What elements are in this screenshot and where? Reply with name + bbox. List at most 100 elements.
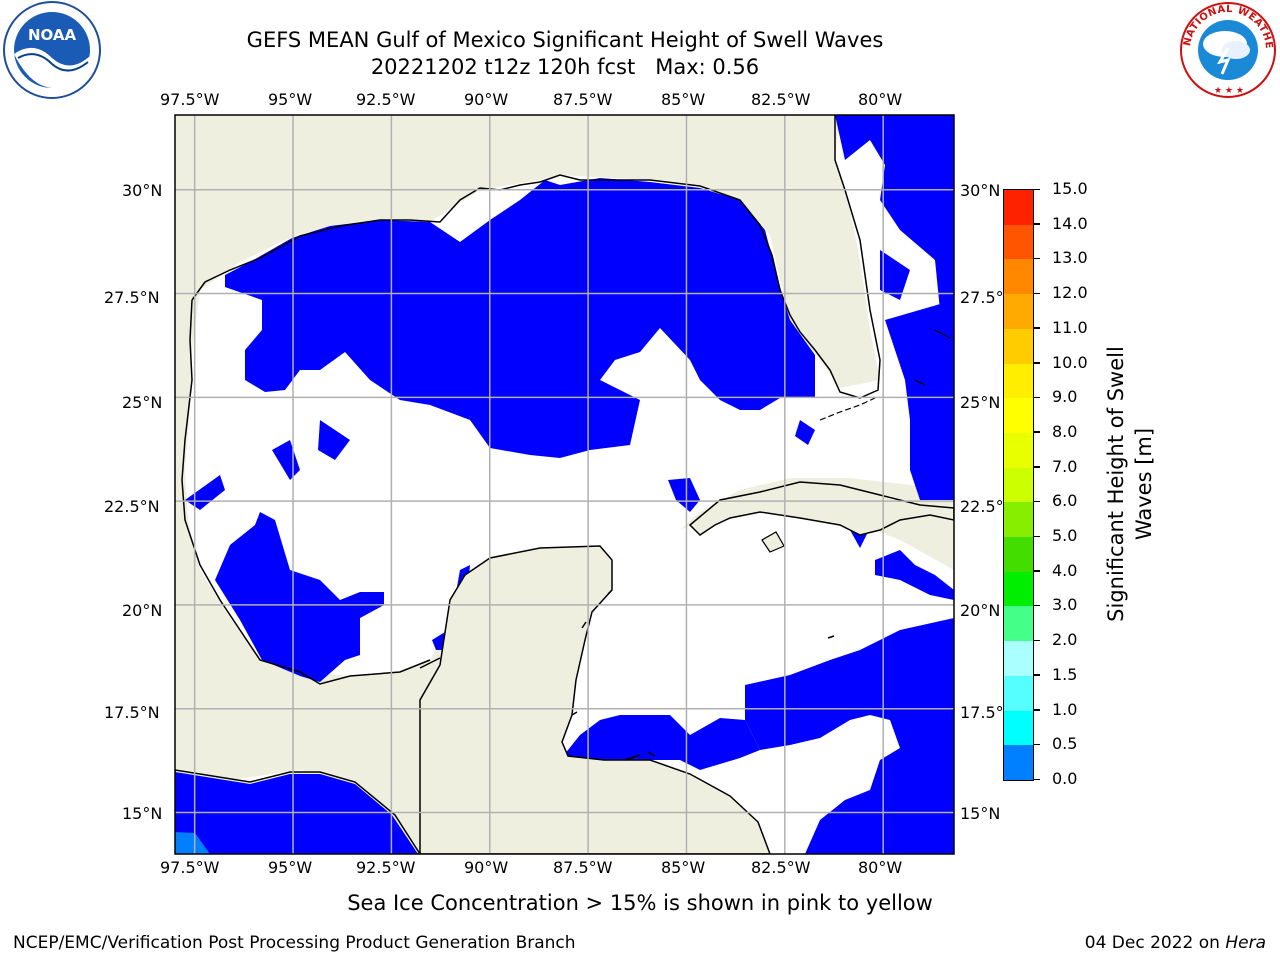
colorbar-tick-label: 3.0 <box>1052 595 1078 615</box>
colorbar-tick-mark <box>1033 639 1040 642</box>
colorbar-tick-mark <box>1033 431 1040 433</box>
gulf-of-mexico-water <box>185 175 954 676</box>
caribbean-sea-water <box>560 505 954 854</box>
lat-tick-right: 20°N <box>960 601 1001 620</box>
cuba-landmass <box>688 481 954 536</box>
svg-text:★ ★ ★: ★ ★ ★ <box>1214 86 1244 96</box>
colorbar-tick-mark <box>1033 362 1040 364</box>
lon-tick-bottom: 85°W <box>661 858 706 877</box>
land-area <box>175 115 954 854</box>
lat-tick-left: 27.5°N <box>104 288 160 307</box>
footer-branch: NCEP/EMC/Verification Post Processing Pr… <box>13 933 576 953</box>
colorbar-tick-mark <box>1033 743 1040 746</box>
lon-tick-top: 92.5°W <box>356 90 416 109</box>
colorbar-tick-label: 5.0 <box>1052 526 1078 546</box>
colorbar-tick-label: 0.5 <box>1052 734 1078 754</box>
colorbar-label-line2: Waves [m] <box>1132 427 1156 541</box>
colorbar-tick-mark <box>1033 188 1040 190</box>
colorbar-segment <box>1004 398 1033 433</box>
colorbar-segment <box>1004 571 1033 607</box>
colorbar-tick-label: 1.5 <box>1052 664 1078 684</box>
coastline-outline <box>175 115 880 854</box>
lon-tick-bottom: 80°W <box>858 858 903 877</box>
pacific-ocean-water <box>175 770 420 854</box>
lat-tick-left: 20°N <box>122 601 163 620</box>
colorbar-tick-label: 11.0 <box>1052 317 1088 337</box>
lon-tick-bottom: 90°W <box>464 858 509 877</box>
colorbar-tick-label: 10.0 <box>1052 352 1088 372</box>
lat-tick-left: 25°N <box>122 393 163 412</box>
colorbar-ticks: 15.0 14.0 13.0 12.0 11.0 10.0 9.0 8.0 7.0 6.0 5.0 4… <box>1033 179 1113 788</box>
colorbar-tick-label: 9.0 <box>1052 387 1078 407</box>
colorbar-tick-label: 14.0 <box>1052 213 1088 233</box>
lat-tick-right: 15°N <box>960 804 1001 823</box>
colorbar-label: Significant Height of Swell Waves [m] <box>1102 284 1158 684</box>
lon-tick-top: 82.5°W <box>751 90 811 109</box>
island-landmass <box>761 531 785 553</box>
colorbar-segment <box>1004 363 1033 399</box>
colorbar-segment <box>1004 675 1033 711</box>
colorbar-tick-label: 15.0 <box>1052 179 1088 198</box>
colorbar-tick-mark <box>1033 257 1040 260</box>
swell-height-0.5-to-1.0-region <box>175 832 210 854</box>
colorbar-tick-mark <box>1033 570 1040 572</box>
colorbar-tick-label: 12.0 <box>1052 283 1088 303</box>
colorbar-tick-mark <box>1033 604 1040 607</box>
colorbar-tick-mark <box>1033 292 1040 295</box>
lon-tick-top: 97.5°W <box>160 90 220 109</box>
colorbar-segment <box>1004 502 1033 538</box>
sea-ice-note: Sea Ice Concentration > 15% is shown in … <box>347 891 933 915</box>
footer-date-text: 04 Dec 2022 on <box>1084 933 1220 953</box>
colorbar-tick-label: 4.0 <box>1052 560 1078 580</box>
lat-tick-right: 22.5°N <box>960 497 1016 516</box>
colorbar-tick-mark <box>1033 709 1040 711</box>
colorbar-segment <box>1004 537 1033 572</box>
pacific-swell-region <box>175 772 418 854</box>
colorbar-segment <box>1004 190 1033 225</box>
lon-tick-top: 85°W <box>661 90 706 109</box>
colorbar-segment <box>1004 432 1033 468</box>
colorbar-segment <box>1004 606 1033 642</box>
lon-tick-top: 87.5°W <box>553 90 613 109</box>
lat-tick-left: 22.5°N <box>104 497 160 516</box>
colorbar-tick-mark <box>1033 327 1040 329</box>
colorbar-segment <box>1004 259 1033 295</box>
colorbar-segment <box>1004 224 1033 260</box>
lon-tick-bottom: 82.5°W <box>751 858 811 877</box>
colorbar-tick-mark <box>1033 674 1040 676</box>
lon-tick-top: 80°W <box>858 90 903 109</box>
yucatan-and-central-america <box>175 545 771 854</box>
swell-height-0-to-0.5-regions <box>175 115 954 854</box>
noaa-logo: NOAA <box>0 0 105 100</box>
colorbar-tick-mark <box>1033 466 1040 468</box>
colorbar-segment <box>1004 328 1033 364</box>
colorbar-tick-mark <box>1033 778 1040 780</box>
map-gridlines <box>175 115 954 854</box>
colorbar-tick-label: 13.0 <box>1052 248 1088 268</box>
colorbar-tick-label: 7.0 <box>1052 456 1078 476</box>
map-frame <box>174 114 955 855</box>
lon-tick-bottom: 97.5°W <box>160 858 220 877</box>
lat-tick-right: 17.5°N <box>960 703 1016 722</box>
lat-tick-left: 15°N <box>122 804 163 823</box>
colorbar-tick-mark <box>1033 396 1040 399</box>
lat-tick-right: 27.5°N <box>960 288 1016 307</box>
colorbar-tick-label: 8.0 <box>1052 421 1078 441</box>
lat-tick-right: 25°N <box>960 393 1001 412</box>
lon-tick-bottom: 92.5°W <box>356 858 416 877</box>
national-weather-service-logo: NATIONAL WEATHER SERVICE ★ ★ ★ <box>1174 0 1280 100</box>
map-subtitle: 20221202 t12z 120h fcst Max: 0.56 <box>370 55 760 79</box>
lon-tick-bottom: 87.5°W <box>553 858 613 877</box>
colorbar-segment <box>1004 467 1033 503</box>
colorbar-segment <box>1004 641 1033 676</box>
colorbar-tick-label: 1.0 <box>1052 699 1078 719</box>
colorbar-tick-mark <box>1033 223 1040 225</box>
lon-tick-bottom: 95°W <box>268 858 313 877</box>
colorbar-segment <box>1004 294 1033 329</box>
noaa-logo-text: NOAA <box>28 26 77 44</box>
colorbar-segment <box>1004 710 1033 746</box>
footer-host: Hera <box>1225 933 1266 953</box>
map-title: GEFS MEAN Gulf of Mexico Significant Hei… <box>246 28 884 52</box>
colorbar-tick-mark <box>1033 500 1040 503</box>
colorbar-segment <box>1004 745 1033 780</box>
